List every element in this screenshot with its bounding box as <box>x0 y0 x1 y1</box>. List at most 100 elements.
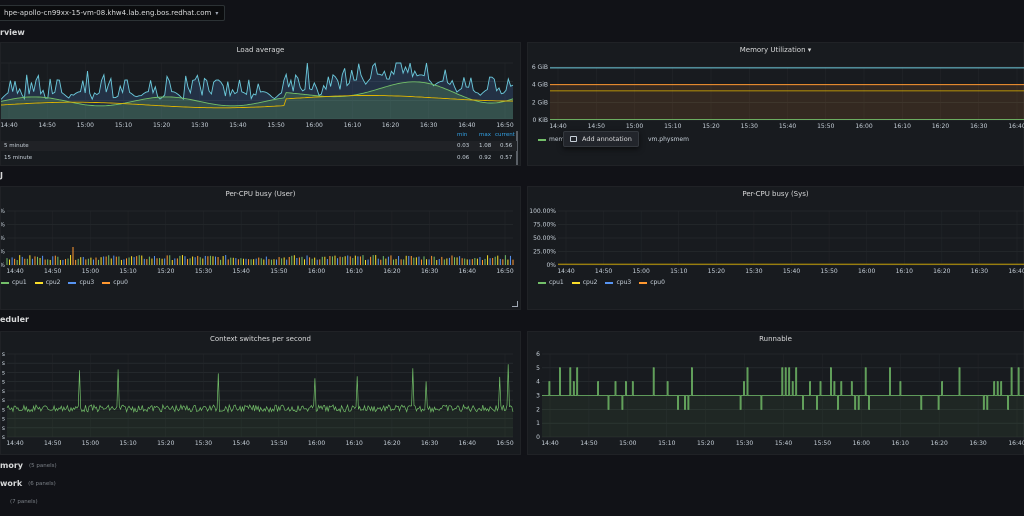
x-tick-label: 16:20 <box>383 440 400 447</box>
legend-item[interactable]: mem <box>538 136 564 143</box>
x-tick-label: 15:50 <box>817 123 834 130</box>
y-tick-label: s <box>2 351 5 358</box>
x-tick-label: 16:10 <box>892 440 909 447</box>
y-tick-label: 3 <box>536 393 540 400</box>
x-tick-label: 15:30 <box>195 268 212 275</box>
legend-row[interactable]: 5 minute 0.03 1.08 0.56 <box>1 141 517 151</box>
series-area <box>550 84 1024 120</box>
legend-label: mem <box>549 136 565 143</box>
y-tick-label: % <box>1 222 5 229</box>
runnable-graph[interactable]: 14:40 14:50 15:00 15:10 15:20 15:30 15:40 15:50… <box>528 332 1024 456</box>
x-tick-label: 16:30 <box>421 268 438 275</box>
x-tick-label: 15:30 <box>191 122 208 129</box>
panel-load-average[interactable]: Load average 14:40 14:50 15:00 15:10 15:20 15… <box>0 42 521 166</box>
legend-label: cpu0 <box>113 279 128 286</box>
x-tick-label: 16:20 <box>383 268 400 275</box>
x-tick-label: 14:40 <box>557 268 574 275</box>
x-tick-label: 16:50 <box>496 440 513 447</box>
chevron-down-icon[interactable]: ▾ <box>807 46 812 54</box>
col-min-header[interactable]: min <box>457 132 468 138</box>
panel-title: Runnable <box>759 335 792 343</box>
x-tick-label: 16:40 <box>459 268 476 275</box>
add-annotation-item[interactable]: Add annotation <box>582 135 632 143</box>
row-network[interactable]: work (6 panels) <box>0 476 1024 491</box>
memory-legend: mem <box>538 136 564 143</box>
legend-item[interactable]: cpu3 <box>605 279 631 286</box>
x-tick-label: 15:50 <box>820 268 837 275</box>
cpu-sys-legend: cpu1 cpu2 cpu3 cpu0 <box>538 279 665 286</box>
y-tick-label: 6 GiB <box>532 64 548 71</box>
x-tick-label: 16:00 <box>855 123 872 130</box>
x-tick-label: 15:10 <box>658 440 675 447</box>
row-memory[interactable]: mory (5 panels) <box>0 458 1024 473</box>
load-average-graph[interactable]: 14:40 14:50 15:00 15:10 15:20 15:30 15:40 15:50… <box>1 43 522 167</box>
x-tick-label: 15:00 <box>626 123 643 130</box>
panel-cpu-user[interactable]: Per-CPU busy (User) 14:40 14:50 15:00 15:10… <box>0 186 521 310</box>
legend-item[interactable]: cpu2 <box>571 279 597 286</box>
legend-item[interactable]: cpu1 <box>1 279 27 286</box>
x-tick-label: 16:30 <box>421 440 438 447</box>
x-tick-label: 16:40 <box>458 122 475 129</box>
x-tick-label: 15:00 <box>633 268 650 275</box>
x-tick-label: 16:10 <box>346 440 363 447</box>
memory-graph[interactable]: 14:40 14:50 15:00 15:10 15:20 15:30 15:40 15:50… <box>528 43 1024 167</box>
legend-row[interactable]: 15 minute 0.06 0.92 0.57 <box>1 153 517 163</box>
panel-context-switches[interactable]: Context switches per second 14:40 14:50 15… <box>0 331 521 455</box>
resize-handle-icon[interactable] <box>512 301 518 307</box>
x-tick-label: 16:40 <box>459 440 476 447</box>
x-tick-label: 16:20 <box>933 268 950 275</box>
series-name: 5 minute <box>4 143 29 149</box>
y-tick-label: % <box>1 208 5 215</box>
series-area <box>7 410 513 437</box>
panel-runnable[interactable]: Runnable 14:40 14:50 15:00 15:10 15:20 15:30 1… <box>527 331 1024 455</box>
x-tick-label: 14:40 <box>541 440 558 447</box>
legend-item[interactable]: cpu0 <box>639 279 665 286</box>
x-tick-label: 15:30 <box>195 440 212 447</box>
x-tick-label: 14:50 <box>595 268 612 275</box>
context-menu[interactable]: Add annotation <box>563 131 639 147</box>
legend-item[interactable]: cpu0 <box>102 279 128 286</box>
col-current-header[interactable]: current <box>495 132 515 138</box>
x-tick-label: 16:40 <box>1008 268 1024 275</box>
x-tick-label: 15:10 <box>670 268 687 275</box>
x-tick-label: 14:40 <box>6 440 23 447</box>
x-tick-label: 15:00 <box>77 122 94 129</box>
y-tick-label: 1 <box>536 420 540 427</box>
series-area <box>1 81 513 119</box>
panel-cpu-sys[interactable]: Per-CPU busy (Sys) 14:40 14:50 15:00 15:10 1… <box>527 186 1024 310</box>
panel-memory-utilization[interactable]: Memory Utilization ▾ 14:40 14:50 15:00 15:1… <box>527 42 1024 166</box>
legend-item[interactable]: cpu2 <box>34 279 61 286</box>
context-switches-graph[interactable]: 14:40 14:50 15:00 15:10 15:20 15:30 15:40 15:50… <box>1 332 522 456</box>
cpu-sys-graph[interactable]: 14:40 14:50 15:00 15:10 15:20 15:30 15:40 15:50… <box>528 187 1024 311</box>
legend-label: cpu2 <box>45 279 61 286</box>
legend-item[interactable]: cpu1 <box>538 279 564 286</box>
row-overview-title: rview <box>0 28 25 37</box>
col-max-header[interactable]: max <box>479 132 491 138</box>
legend-item[interactable]: cpu3 <box>68 279 94 286</box>
y-tick-label: s <box>2 379 5 386</box>
x-tick-label: 15:50 <box>270 440 287 447</box>
x-tick-label: 14:50 <box>44 268 61 275</box>
x-tick-label: 16:30 <box>970 123 987 130</box>
y-tick-label: 2 GiB <box>532 99 548 106</box>
series-line-5min <box>1 81 514 107</box>
panel-title: Per-CPU busy (Sys) <box>742 190 809 198</box>
row-last-count: (7 panels) <box>10 498 38 505</box>
x-tick-label: 16:30 <box>420 122 437 129</box>
series-line-1min <box>1 62 514 101</box>
x-tick-label: 14:50 <box>39 122 56 129</box>
row-cpu[interactable]: J <box>0 171 3 180</box>
row-scheduler[interactable]: eduler <box>0 315 29 324</box>
x-tick-label: 15:20 <box>697 440 714 447</box>
row-last[interactable]: (7 panels) <box>0 494 1024 509</box>
host-selector[interactable]: hpe-apollo-cn99xx-15-vm-08.khw4.lab.eng.… <box>0 5 226 21</box>
legend-label[interactable]: vm.physmem <box>648 136 689 143</box>
row-overview[interactable]: rview <box>0 28 25 37</box>
y-tick-label: 2 <box>536 406 540 413</box>
x-tick-label: 15:30 <box>745 268 762 275</box>
cpu-user-graph[interactable]: 14:40 14:50 15:00 15:10 15:20 15:30 15:40 15:50… <box>1 187 522 311</box>
legend-label: cpu3 <box>616 279 632 286</box>
x-tick-label: 15:40 <box>229 122 246 129</box>
x-tick-label: 15:40 <box>775 440 792 447</box>
x-tick-label: 15:20 <box>157 440 174 447</box>
